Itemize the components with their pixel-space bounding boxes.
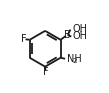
Text: 2: 2 (72, 58, 77, 64)
Text: OH: OH (72, 24, 87, 34)
Text: NH: NH (67, 54, 82, 65)
Text: F: F (43, 67, 48, 77)
Text: F: F (20, 34, 26, 44)
Text: OH: OH (73, 32, 88, 41)
Text: B: B (64, 30, 71, 40)
